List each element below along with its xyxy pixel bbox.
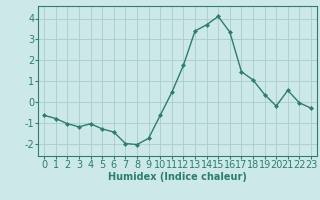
X-axis label: Humidex (Indice chaleur): Humidex (Indice chaleur) [108, 172, 247, 182]
